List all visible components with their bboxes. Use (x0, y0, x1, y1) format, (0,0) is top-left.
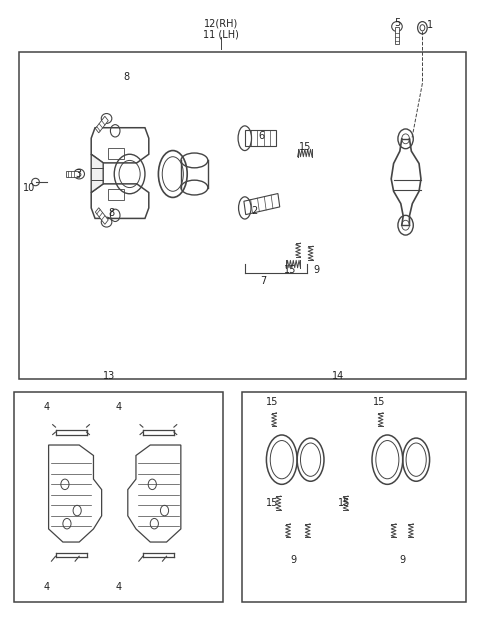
Text: 15: 15 (373, 397, 385, 407)
Polygon shape (96, 116, 108, 133)
Polygon shape (245, 130, 276, 146)
Text: 9: 9 (399, 555, 405, 565)
Text: 3: 3 (75, 169, 81, 179)
Text: 6: 6 (259, 131, 264, 141)
Polygon shape (91, 154, 103, 193)
Text: 5: 5 (394, 18, 400, 28)
Text: 4: 4 (116, 582, 122, 592)
Text: 12(RH)
11 (LH): 12(RH) 11 (LH) (203, 18, 239, 40)
Text: 4: 4 (116, 402, 122, 412)
Text: 13: 13 (103, 371, 116, 381)
Polygon shape (244, 194, 280, 215)
Polygon shape (48, 445, 102, 542)
Text: 2: 2 (251, 206, 258, 216)
Text: 10: 10 (23, 183, 35, 193)
Text: 15: 15 (284, 265, 297, 275)
Polygon shape (395, 27, 399, 44)
Text: 4: 4 (44, 582, 50, 592)
Polygon shape (96, 208, 108, 225)
Text: 4: 4 (44, 402, 50, 412)
Polygon shape (128, 445, 181, 542)
Text: 14: 14 (332, 371, 345, 381)
Text: 9: 9 (291, 555, 297, 565)
Text: 9: 9 (314, 265, 320, 275)
Polygon shape (66, 171, 79, 177)
Text: 15: 15 (266, 498, 278, 508)
Text: 15: 15 (299, 142, 311, 152)
Text: 15: 15 (337, 498, 350, 508)
Text: 7: 7 (260, 276, 266, 286)
Text: 8: 8 (108, 208, 114, 218)
Text: 8: 8 (123, 72, 129, 82)
Text: 1: 1 (427, 20, 432, 30)
Text: 15: 15 (266, 397, 278, 407)
